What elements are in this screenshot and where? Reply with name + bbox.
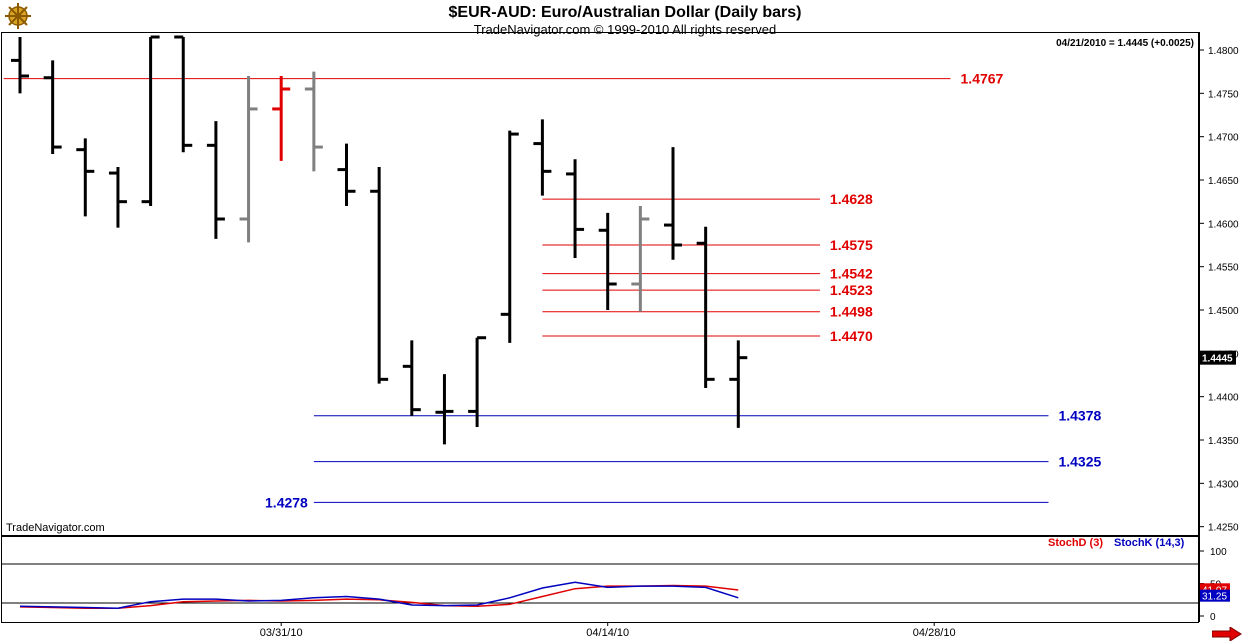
level-label: 1.4523 xyxy=(830,282,873,298)
level-label: 1.4628 xyxy=(830,191,873,207)
price-bar xyxy=(272,76,291,161)
price-bar xyxy=(598,212,617,310)
x-tick-label: 04/14/10 xyxy=(586,627,629,639)
x-tick-label: 03/31/10 xyxy=(260,627,303,639)
last-quote: 04/21/2010 = 1.4445 (+0.0025) xyxy=(1056,38,1194,49)
price-bar xyxy=(696,226,715,388)
chart-subtitle: TradeNavigator.com © 1999-2010 All right… xyxy=(473,22,777,37)
price-bar xyxy=(500,130,519,343)
stoch-value-label: 31.25 xyxy=(1202,592,1227,603)
level-label: 1.4575 xyxy=(830,237,873,253)
price-bar xyxy=(304,71,323,172)
price-bar xyxy=(729,340,748,428)
y-tick-label: 1.4650 xyxy=(1208,176,1239,187)
price-bar xyxy=(631,206,650,312)
level-label: 1.4278 xyxy=(265,494,308,510)
price-bar xyxy=(402,340,421,416)
scroll-right-arrow-icon[interactable] xyxy=(1212,627,1242,641)
y-tick-label: 1.4250 xyxy=(1208,523,1239,534)
level-label: 1.4378 xyxy=(1058,408,1101,424)
price-bar xyxy=(11,37,29,94)
level-label: 1.4542 xyxy=(830,266,873,282)
level-label: 1.4767 xyxy=(961,71,1004,87)
tradenavigator-logo xyxy=(5,3,31,29)
price-panel-frame xyxy=(1,32,1199,536)
price-bar xyxy=(174,35,193,153)
y-tick-label: 1.4700 xyxy=(1208,133,1239,144)
price-bar xyxy=(370,167,389,384)
x-tick-label: 04/28/10 xyxy=(913,627,956,639)
y-tick-label: 1.4300 xyxy=(1208,479,1239,490)
legend-stochd[interactable]: StochD (3) xyxy=(1048,537,1103,549)
stoch-y-tick-label: 100 xyxy=(1210,547,1227,558)
price-bar xyxy=(141,35,160,206)
price-bar xyxy=(566,159,585,258)
y-tick-label: 1.4600 xyxy=(1208,219,1239,230)
price-bar xyxy=(664,147,682,260)
level-label: 1.4498 xyxy=(830,304,873,320)
price-bar xyxy=(239,76,258,243)
price-bar xyxy=(337,143,356,206)
price-bar xyxy=(468,336,487,427)
watermark: TradeNavigator.com xyxy=(6,522,105,534)
level-label: 1.4325 xyxy=(1058,454,1101,470)
stoch-value-box xyxy=(1200,589,1230,602)
price-bar xyxy=(435,374,454,445)
current-price-box xyxy=(1200,350,1236,365)
y-tick-label: 1.4750 xyxy=(1208,89,1239,100)
chart-title: $EUR-AUD: Euro/Australian Dollar (Daily … xyxy=(448,4,802,21)
y-tick-label: 1.4400 xyxy=(1208,393,1239,404)
stochk-line xyxy=(19,581,739,609)
price-bar xyxy=(533,119,552,196)
price-bar xyxy=(76,138,95,217)
y-tick-label: 1.4550 xyxy=(1208,263,1239,274)
y-tick-label: 1.4800 xyxy=(1208,46,1239,57)
legend-stochk[interactable]: StochK (14,3) xyxy=(1114,537,1185,549)
price-bar xyxy=(108,167,127,228)
current-price-label: 1.4445 xyxy=(1202,354,1233,365)
y-tick-label: 1.4350 xyxy=(1208,436,1239,447)
stoch-y-tick-label: 0 xyxy=(1210,612,1216,623)
y-tick-label: 1.4500 xyxy=(1208,306,1239,317)
price-bar xyxy=(43,60,62,154)
level-label: 1.4470 xyxy=(830,328,873,344)
price-bar xyxy=(206,121,225,239)
